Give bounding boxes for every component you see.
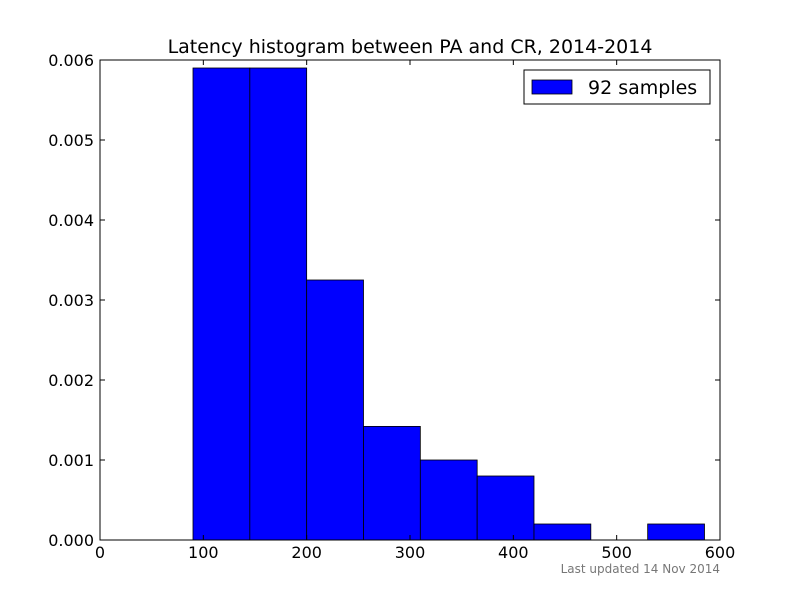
x-tick-label: 0	[95, 543, 105, 562]
y-tick-label: 0.003	[48, 291, 94, 310]
x-tick-label: 300	[395, 543, 426, 562]
histogram-bar-2	[306, 279, 364, 541]
x-tick-label: 100	[188, 543, 219, 562]
histogram-bar-6	[533, 523, 592, 541]
bars-layer	[192, 67, 705, 541]
histogram-bar-4	[419, 459, 478, 541]
legend-label: 92 samples	[588, 77, 697, 99]
histogram-bar-3	[363, 425, 421, 541]
histogram-bar-5	[476, 475, 535, 541]
x-tick-label: 400	[498, 543, 529, 562]
legend: 92 samples	[523, 69, 711, 105]
histogram-bar-1	[249, 67, 308, 541]
y-tick-label: 0.005	[48, 131, 94, 150]
x-tick-label: 600	[705, 543, 736, 562]
y-tick-label: 0.000	[48, 531, 94, 550]
legend-swatch	[531, 79, 573, 95]
histogram-bar-0	[192, 67, 251, 541]
last-updated-note: Last updated 14 Nov 2014	[560, 562, 720, 576]
x-tick-label: 200	[291, 543, 322, 562]
x-tick-label: 500	[601, 543, 632, 562]
y-tick-label: 0.006	[48, 51, 94, 70]
y-tick-label: 0.004	[48, 211, 94, 230]
chart-title: Latency histogram between PA and CR, 201…	[168, 36, 653, 58]
y-tick-label: 0.002	[48, 371, 94, 390]
histogram-bar-8	[647, 523, 705, 541]
axes-layer: 0 100 200 300 400 500 600 0.000 0.001 0.002 0.003 0…	[48, 51, 735, 562]
y-tick-label: 0.001	[48, 451, 94, 470]
